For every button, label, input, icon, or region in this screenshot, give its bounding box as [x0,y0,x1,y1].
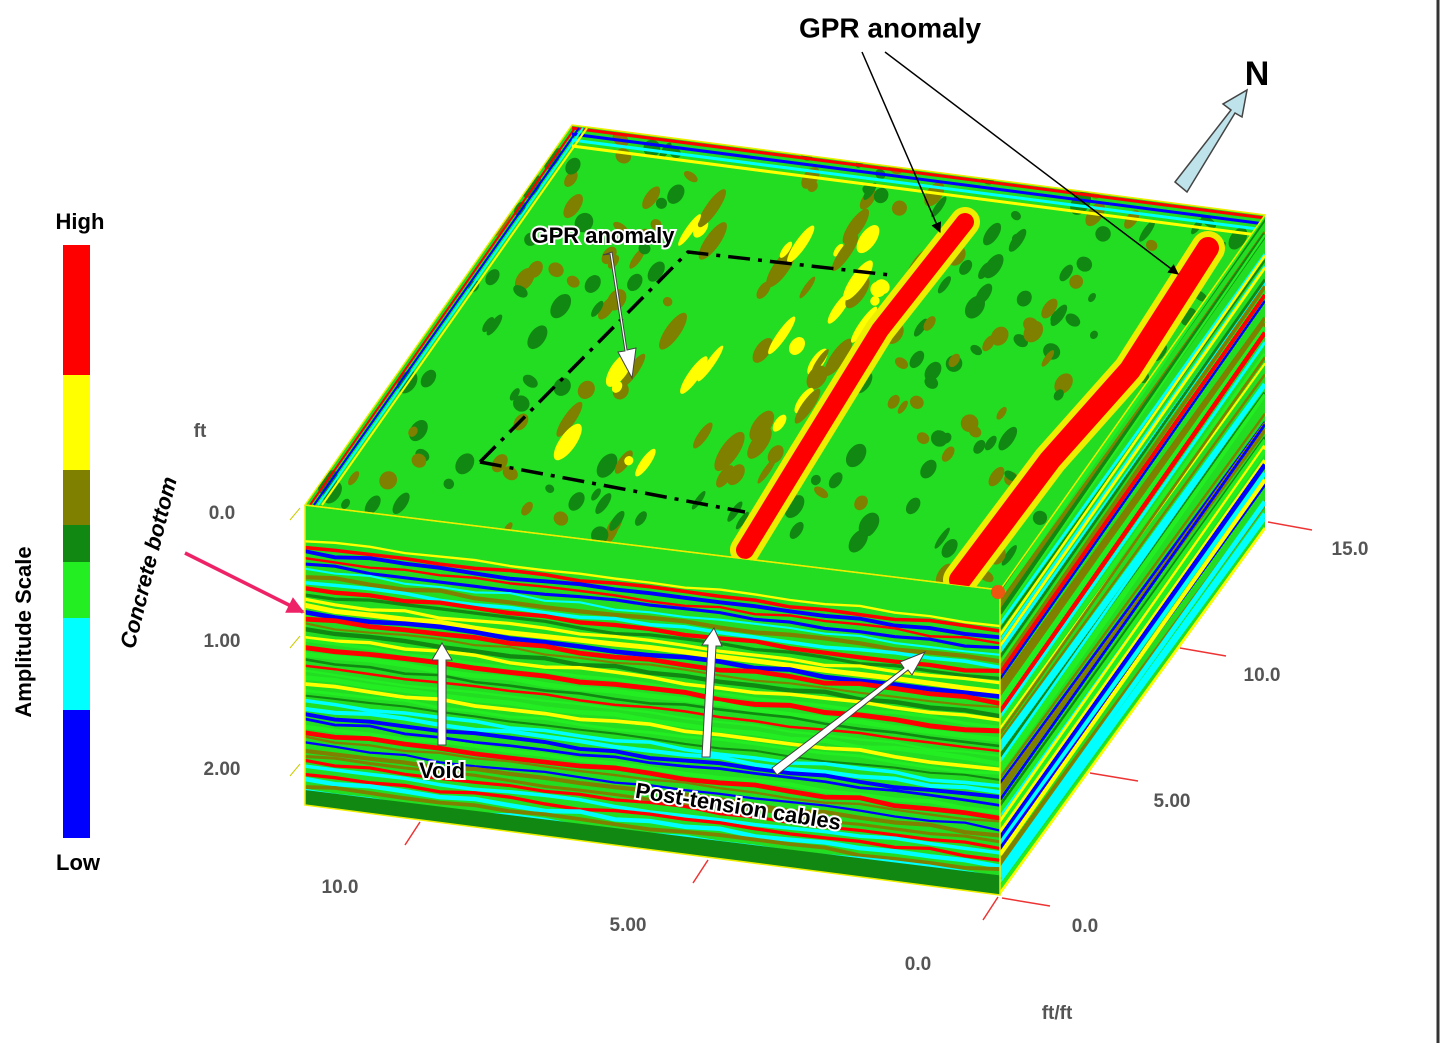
axis-tick [1268,522,1312,530]
x-tick-label: 0.0 [905,954,931,975]
depth-tick [290,636,300,648]
scale-low: Low [56,850,101,875]
scale-band [63,470,90,525]
title: GPR anomaly [799,12,981,43]
axis-tick [983,897,998,920]
scale-title: Amplitude Scale [11,546,36,717]
front-stripe [300,880,1000,966]
front-stripe [300,874,1000,962]
scale-band [63,375,90,470]
scale-band [63,525,90,562]
x-tick-label: 10.0 [322,877,359,898]
scale-high: High [56,209,105,234]
depth-unit: ft [194,421,207,442]
x-tick-label: 5.00 [610,915,647,936]
scale-band [63,245,90,375]
pointer-arrow [185,553,303,612]
y-tick-label: 0.0 [1072,916,1098,937]
axis-tick [693,860,708,883]
north-label: N [1245,55,1270,93]
scale-band [63,562,90,618]
depth-tick-label: 2.00 [204,759,241,780]
gpr-figure: High Low Amplitude Scale ft 0.0 1.00 2.0… [0,0,1443,1043]
corner-dot [991,585,1005,599]
color-scale [63,245,90,838]
front-stripe [300,894,1000,978]
depth-tick-label: 0.0 [209,503,235,524]
void-label: Void [419,758,465,783]
north-arrow [1175,90,1247,192]
axis-unit: ft/ft [1042,1003,1073,1024]
axis-tick [1002,898,1050,906]
concrete-bottom-label: Concrete bottom [115,474,182,651]
y-tick-label: 15.0 [1332,539,1369,560]
scale-band [63,710,90,838]
axis-tick [405,822,420,845]
depth-tick [290,508,300,520]
axis-tick [1180,648,1226,656]
inner-anomaly-label: GPR anomaly [531,223,675,248]
y-tick-label: 10.0 [1244,665,1281,686]
scale-band [63,618,90,710]
axis-tick [1090,773,1138,781]
depth-tick-label: 1.00 [204,631,241,652]
y-tick-label: 5.00 [1154,791,1191,812]
depth-tick [290,764,300,776]
front-stripe [300,889,1000,975]
